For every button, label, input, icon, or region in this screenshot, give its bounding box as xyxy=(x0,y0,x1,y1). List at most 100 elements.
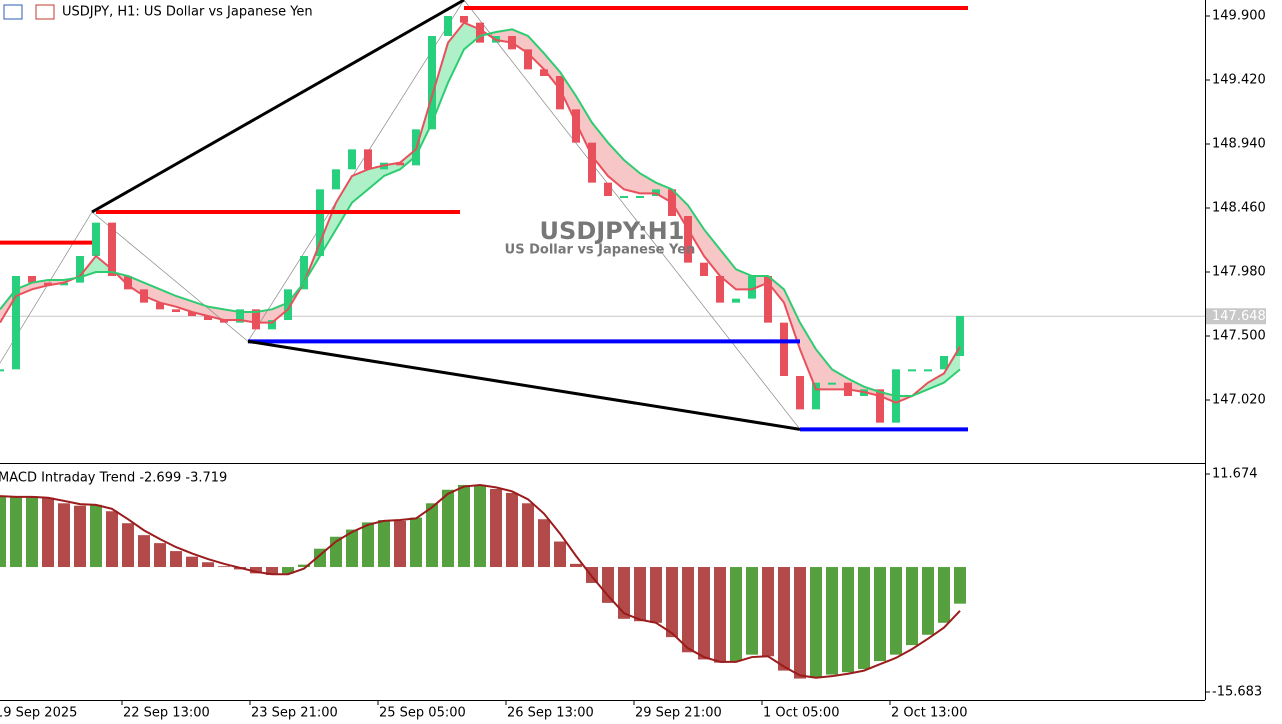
ma-band xyxy=(640,173,656,194)
candle xyxy=(620,196,628,198)
y-tick-label: 149.900 xyxy=(1212,9,1266,24)
candle xyxy=(284,289,292,320)
macd-bar xyxy=(890,567,902,655)
chart-title: USDJPY, H1: US Dollar vs Japanese Yen xyxy=(62,5,313,20)
macd-bar xyxy=(602,567,614,603)
macd-bar xyxy=(762,567,774,657)
macd-bar xyxy=(266,567,278,575)
ma-line xyxy=(0,28,961,397)
x-tick-label: 19 Sep 2025 xyxy=(0,706,77,721)
y-tick-label: 148.940 xyxy=(1212,137,1266,152)
macd-bar xyxy=(570,563,582,568)
candle xyxy=(748,276,756,299)
y-tick-label: 147.020 xyxy=(1212,393,1266,408)
candle xyxy=(828,382,836,385)
candle xyxy=(0,369,4,372)
candle xyxy=(396,162,404,166)
macd-bar xyxy=(650,567,662,623)
ma-line xyxy=(0,21,961,404)
macd-bar xyxy=(154,543,166,568)
candle xyxy=(444,16,452,36)
macd-bar xyxy=(298,564,310,568)
candle xyxy=(220,320,228,323)
macd-bar xyxy=(26,496,38,568)
candle xyxy=(76,256,84,283)
icon xyxy=(3,4,23,20)
macd-bar xyxy=(138,535,150,568)
macd-bar xyxy=(826,567,838,675)
ma-band xyxy=(928,373,944,390)
ma-band xyxy=(368,165,384,190)
macd-bar xyxy=(954,567,966,604)
macd-bar xyxy=(554,541,566,568)
macd-bar xyxy=(506,492,518,568)
macd-bar xyxy=(522,503,534,568)
candle xyxy=(604,182,612,196)
y-tick-label: 149.420 xyxy=(1212,73,1266,88)
macd-bar xyxy=(618,567,630,619)
candle xyxy=(588,142,596,183)
macd-bar xyxy=(186,556,198,568)
candle xyxy=(300,256,308,290)
candle xyxy=(108,222,116,276)
y-tick-label: 147.980 xyxy=(1212,265,1266,280)
candle xyxy=(684,216,692,263)
trend-line xyxy=(247,339,801,431)
candle xyxy=(636,196,644,198)
candle xyxy=(332,169,340,190)
macd-bar xyxy=(714,567,726,663)
candle xyxy=(956,316,964,356)
y-tick-label: -15.683 xyxy=(1212,684,1262,699)
candle xyxy=(540,69,548,76)
macd-bar xyxy=(810,567,822,677)
candle xyxy=(812,382,820,410)
ma-band xyxy=(448,22,464,83)
macd-bar xyxy=(906,567,918,646)
candle xyxy=(172,309,180,312)
ma-band xyxy=(352,169,368,203)
macd-bar xyxy=(698,567,710,660)
y-tick-label: 11.674 xyxy=(1212,467,1258,482)
macd-bar xyxy=(874,567,886,662)
macd-bar xyxy=(394,520,406,568)
candle xyxy=(476,22,484,43)
x-tick-label: 26 Sep 13:00 xyxy=(507,706,594,721)
candle xyxy=(348,149,356,170)
candle xyxy=(156,302,164,310)
candle xyxy=(924,369,932,372)
macd-bar xyxy=(218,566,230,568)
macd-bar xyxy=(746,567,758,655)
macd-bar xyxy=(474,484,486,568)
watermark-subtitle: US Dollar vs Japanese Yen xyxy=(505,243,696,258)
x-tick-label: 1 Oct 05:00 xyxy=(763,706,839,721)
candle xyxy=(252,309,260,330)
ma-band xyxy=(720,249,736,290)
macd-bar xyxy=(538,519,550,568)
ma-band xyxy=(816,349,832,390)
macd-bar xyxy=(778,567,790,671)
macd-signal xyxy=(0,483,961,679)
candle xyxy=(700,262,708,276)
candle xyxy=(524,49,532,70)
macd-bar xyxy=(58,503,70,568)
x-tick-label: 29 Sep 21:00 xyxy=(635,706,722,721)
candle xyxy=(28,276,36,283)
ma-band xyxy=(592,122,608,176)
macd-bar xyxy=(378,520,390,568)
x-tick-label: 25 Sep 05:00 xyxy=(379,706,466,721)
candle xyxy=(908,369,916,372)
macd-bar xyxy=(282,567,294,574)
ma-band xyxy=(800,322,816,390)
macd-bar xyxy=(730,567,742,662)
macd-bar xyxy=(346,529,358,568)
macd-bar xyxy=(426,503,438,568)
ma-band xyxy=(528,36,544,70)
ma-band xyxy=(704,229,720,276)
candle xyxy=(716,276,724,303)
macd-bar xyxy=(0,496,6,568)
macd-bar xyxy=(170,551,182,568)
macd-bar xyxy=(122,523,134,568)
candle xyxy=(780,322,788,376)
macd-bar xyxy=(490,488,502,568)
